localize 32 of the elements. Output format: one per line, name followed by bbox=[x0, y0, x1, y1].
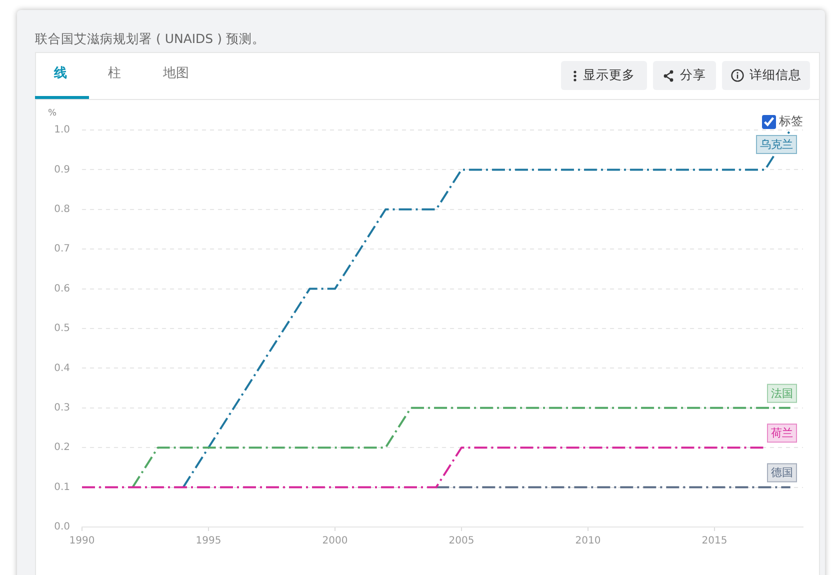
x-tick-label: 2000 bbox=[322, 536, 348, 547]
y-tick-label: 0.1 bbox=[54, 482, 70, 493]
y-tick-label: 0.8 bbox=[54, 204, 70, 215]
series-label: 乌克兰 bbox=[760, 138, 793, 151]
y-tick-label: 0.3 bbox=[54, 402, 70, 414]
x-tick-label: 2005 bbox=[448, 536, 474, 547]
y-tick-label: 1.0 bbox=[54, 124, 70, 136]
y-tick-label: 0.5 bbox=[54, 323, 70, 334]
tab[interactable]: 柱 bbox=[108, 64, 121, 82]
y-tick-label: 0.2 bbox=[54, 442, 70, 454]
text: 联合国艾滋病规划署 ( UNAIDS ) 预测。 bbox=[35, 31, 265, 48]
more-button[interactable]: 显示更多 bbox=[561, 61, 647, 90]
tab[interactable]: 地图 bbox=[163, 64, 189, 82]
series-label: 荷兰 bbox=[771, 426, 793, 440]
y-tick-label: 0.7 bbox=[54, 244, 70, 255]
x-tick-label: 2015 bbox=[702, 536, 728, 547]
tab[interactable]: 线 bbox=[54, 64, 67, 82]
line-series bbox=[182, 130, 792, 488]
details-button[interactable]: 详细信息 bbox=[722, 61, 810, 90]
checkbox[interactable] bbox=[762, 114, 776, 128]
y-tick-label: 0.6 bbox=[54, 283, 70, 294]
y-tick-label: 0.0 bbox=[54, 522, 70, 533]
share-button[interactable]: 分享 bbox=[653, 61, 716, 90]
x-tick-label: 2010 bbox=[575, 536, 601, 547]
x-tick-label: 1995 bbox=[196, 536, 222, 547]
label-toggle[interactable]: 标签 bbox=[762, 113, 803, 130]
y-axis-title: % bbox=[48, 108, 57, 118]
x-tick-label: 1990 bbox=[69, 536, 95, 547]
series-label: 法国 bbox=[771, 386, 793, 400]
y-tick-label: 0.9 bbox=[54, 164, 70, 176]
series-label: 德国 bbox=[771, 466, 793, 480]
y-tick-label: 0.4 bbox=[54, 362, 70, 374]
